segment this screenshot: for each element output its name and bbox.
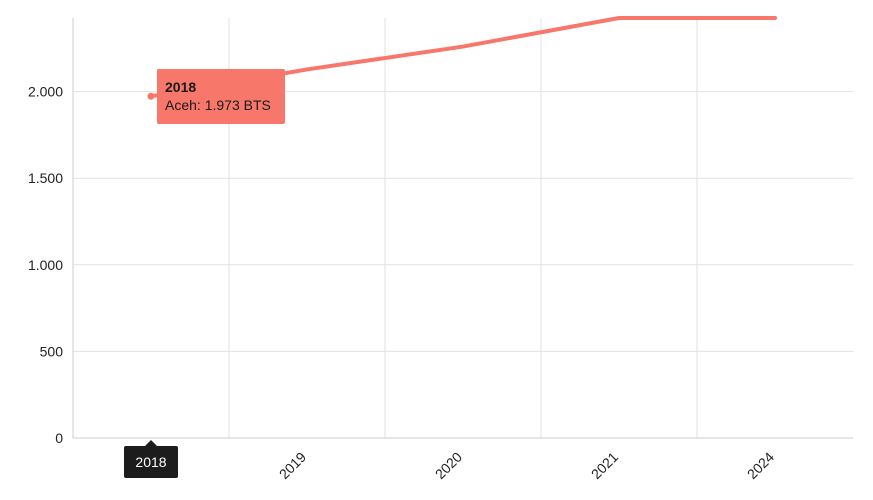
x-tick-labels: 20182019202020212024 <box>276 449 777 482</box>
data-point-highlight[interactable] <box>147 92 155 100</box>
y-tick-label: 500 <box>40 343 64 359</box>
y-tick-label: 1.500 <box>28 170 63 186</box>
x-gridlines <box>228 18 698 438</box>
y-tick-label: 1.000 <box>28 257 63 273</box>
y-tick-labels: 0 500 1.000 1.500 2.000 <box>28 84 63 446</box>
tooltip-title: 2018 <box>165 79 197 95</box>
x-tick-label: 2024 <box>744 449 777 482</box>
data-tooltip: 2018 Aceh: 1.973 BTS <box>157 69 285 124</box>
y-gridlines <box>73 91 853 352</box>
x-tick-label: 2020 <box>432 449 465 482</box>
y-tick-label: 0 <box>55 430 63 446</box>
x-axis-pointer-label: 2018 <box>124 440 178 478</box>
tooltip-text: Aceh: 1.973 BTS <box>165 97 271 113</box>
x-tick-label: 2021 <box>588 449 621 482</box>
x-tick-label: 2019 <box>276 449 309 482</box>
y-tick-label: 2.000 <box>28 84 63 100</box>
